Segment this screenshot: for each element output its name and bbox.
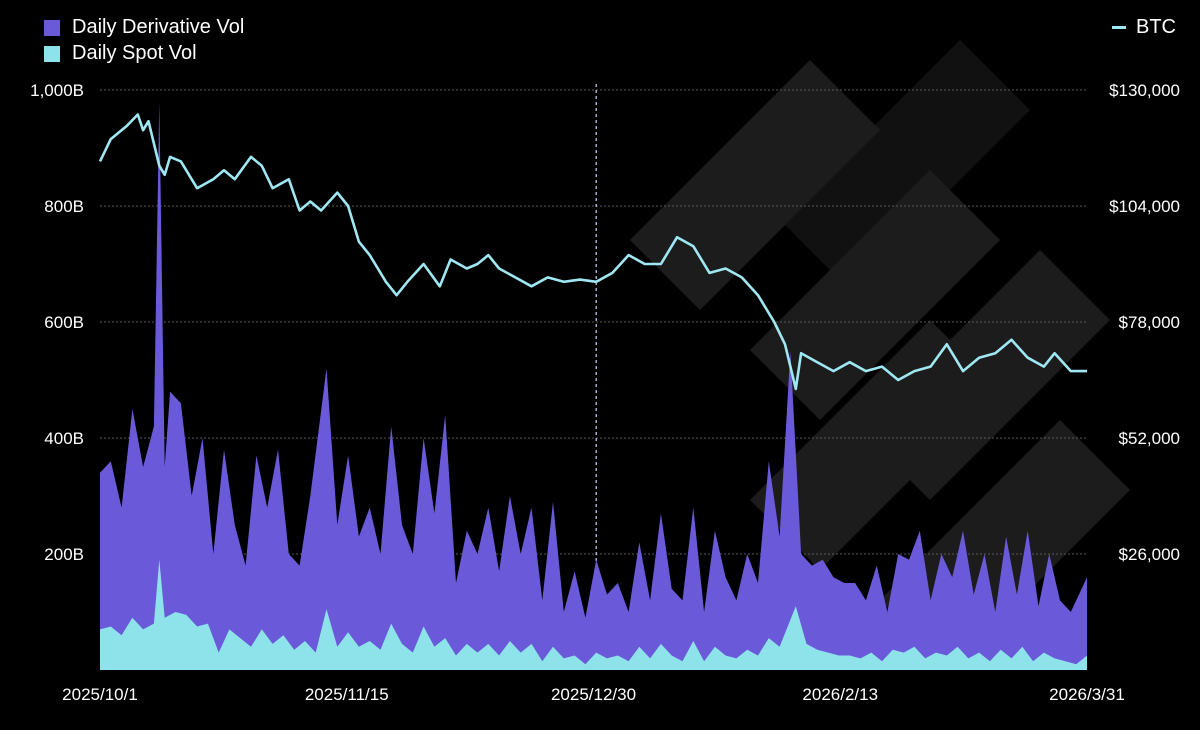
x-tick-label: 2026/3/31	[1049, 685, 1125, 704]
left-tick-label: 200B	[44, 545, 84, 564]
legend-btc-label: BTC	[1136, 16, 1176, 38]
area-series	[100, 101, 1087, 671]
right-tick-label: $26,000	[1119, 545, 1180, 564]
x-tick-label: 2026/2/13	[802, 685, 878, 704]
derivative-swatch	[44, 19, 60, 36]
left-tick-label: 600B	[44, 313, 84, 332]
x-tick-label: 2025/12/30	[551, 685, 636, 704]
line-series	[98, 113, 1087, 391]
legend-derivative: Daily Derivative Vol	[44, 16, 244, 39]
spot-swatch	[44, 45, 60, 62]
left-tick-label: 1,000B	[30, 81, 84, 100]
right-tick-label: $104,000	[1109, 197, 1180, 216]
legend-spot: Daily Spot Vol	[44, 42, 197, 65]
right-axis: $130,000 $104,000 $78,000 $52,000 $26,000	[1109, 81, 1180, 564]
derivative-volume-area	[100, 101, 1087, 671]
x-axis: 2025/10/1 2025/11/15 2025/12/30 2026/2/13 20…	[62, 685, 1125, 704]
btc-price-line	[98, 113, 1087, 391]
legend-derivative-label: Daily Derivative Vol	[72, 16, 245, 38]
legend-btc: BTC	[1112, 16, 1176, 39]
spot-volume-area	[100, 559, 1087, 670]
right-tick-label: $78,000	[1119, 313, 1180, 332]
btc-swatch	[1112, 26, 1126, 29]
x-tick-label: 2025/10/1	[62, 685, 138, 704]
left-tick-label: 800B	[44, 197, 84, 216]
legend-spot-label: Daily Spot Vol	[72, 42, 197, 64]
right-tick-label: $52,000	[1119, 429, 1180, 448]
left-tick-label: 400B	[44, 429, 84, 448]
right-tick-label: $130,000	[1109, 81, 1180, 100]
left-axis: 1,000B 800B 600B 400B 200B	[30, 81, 84, 564]
x-tick-label: 2025/11/15	[305, 685, 389, 704]
